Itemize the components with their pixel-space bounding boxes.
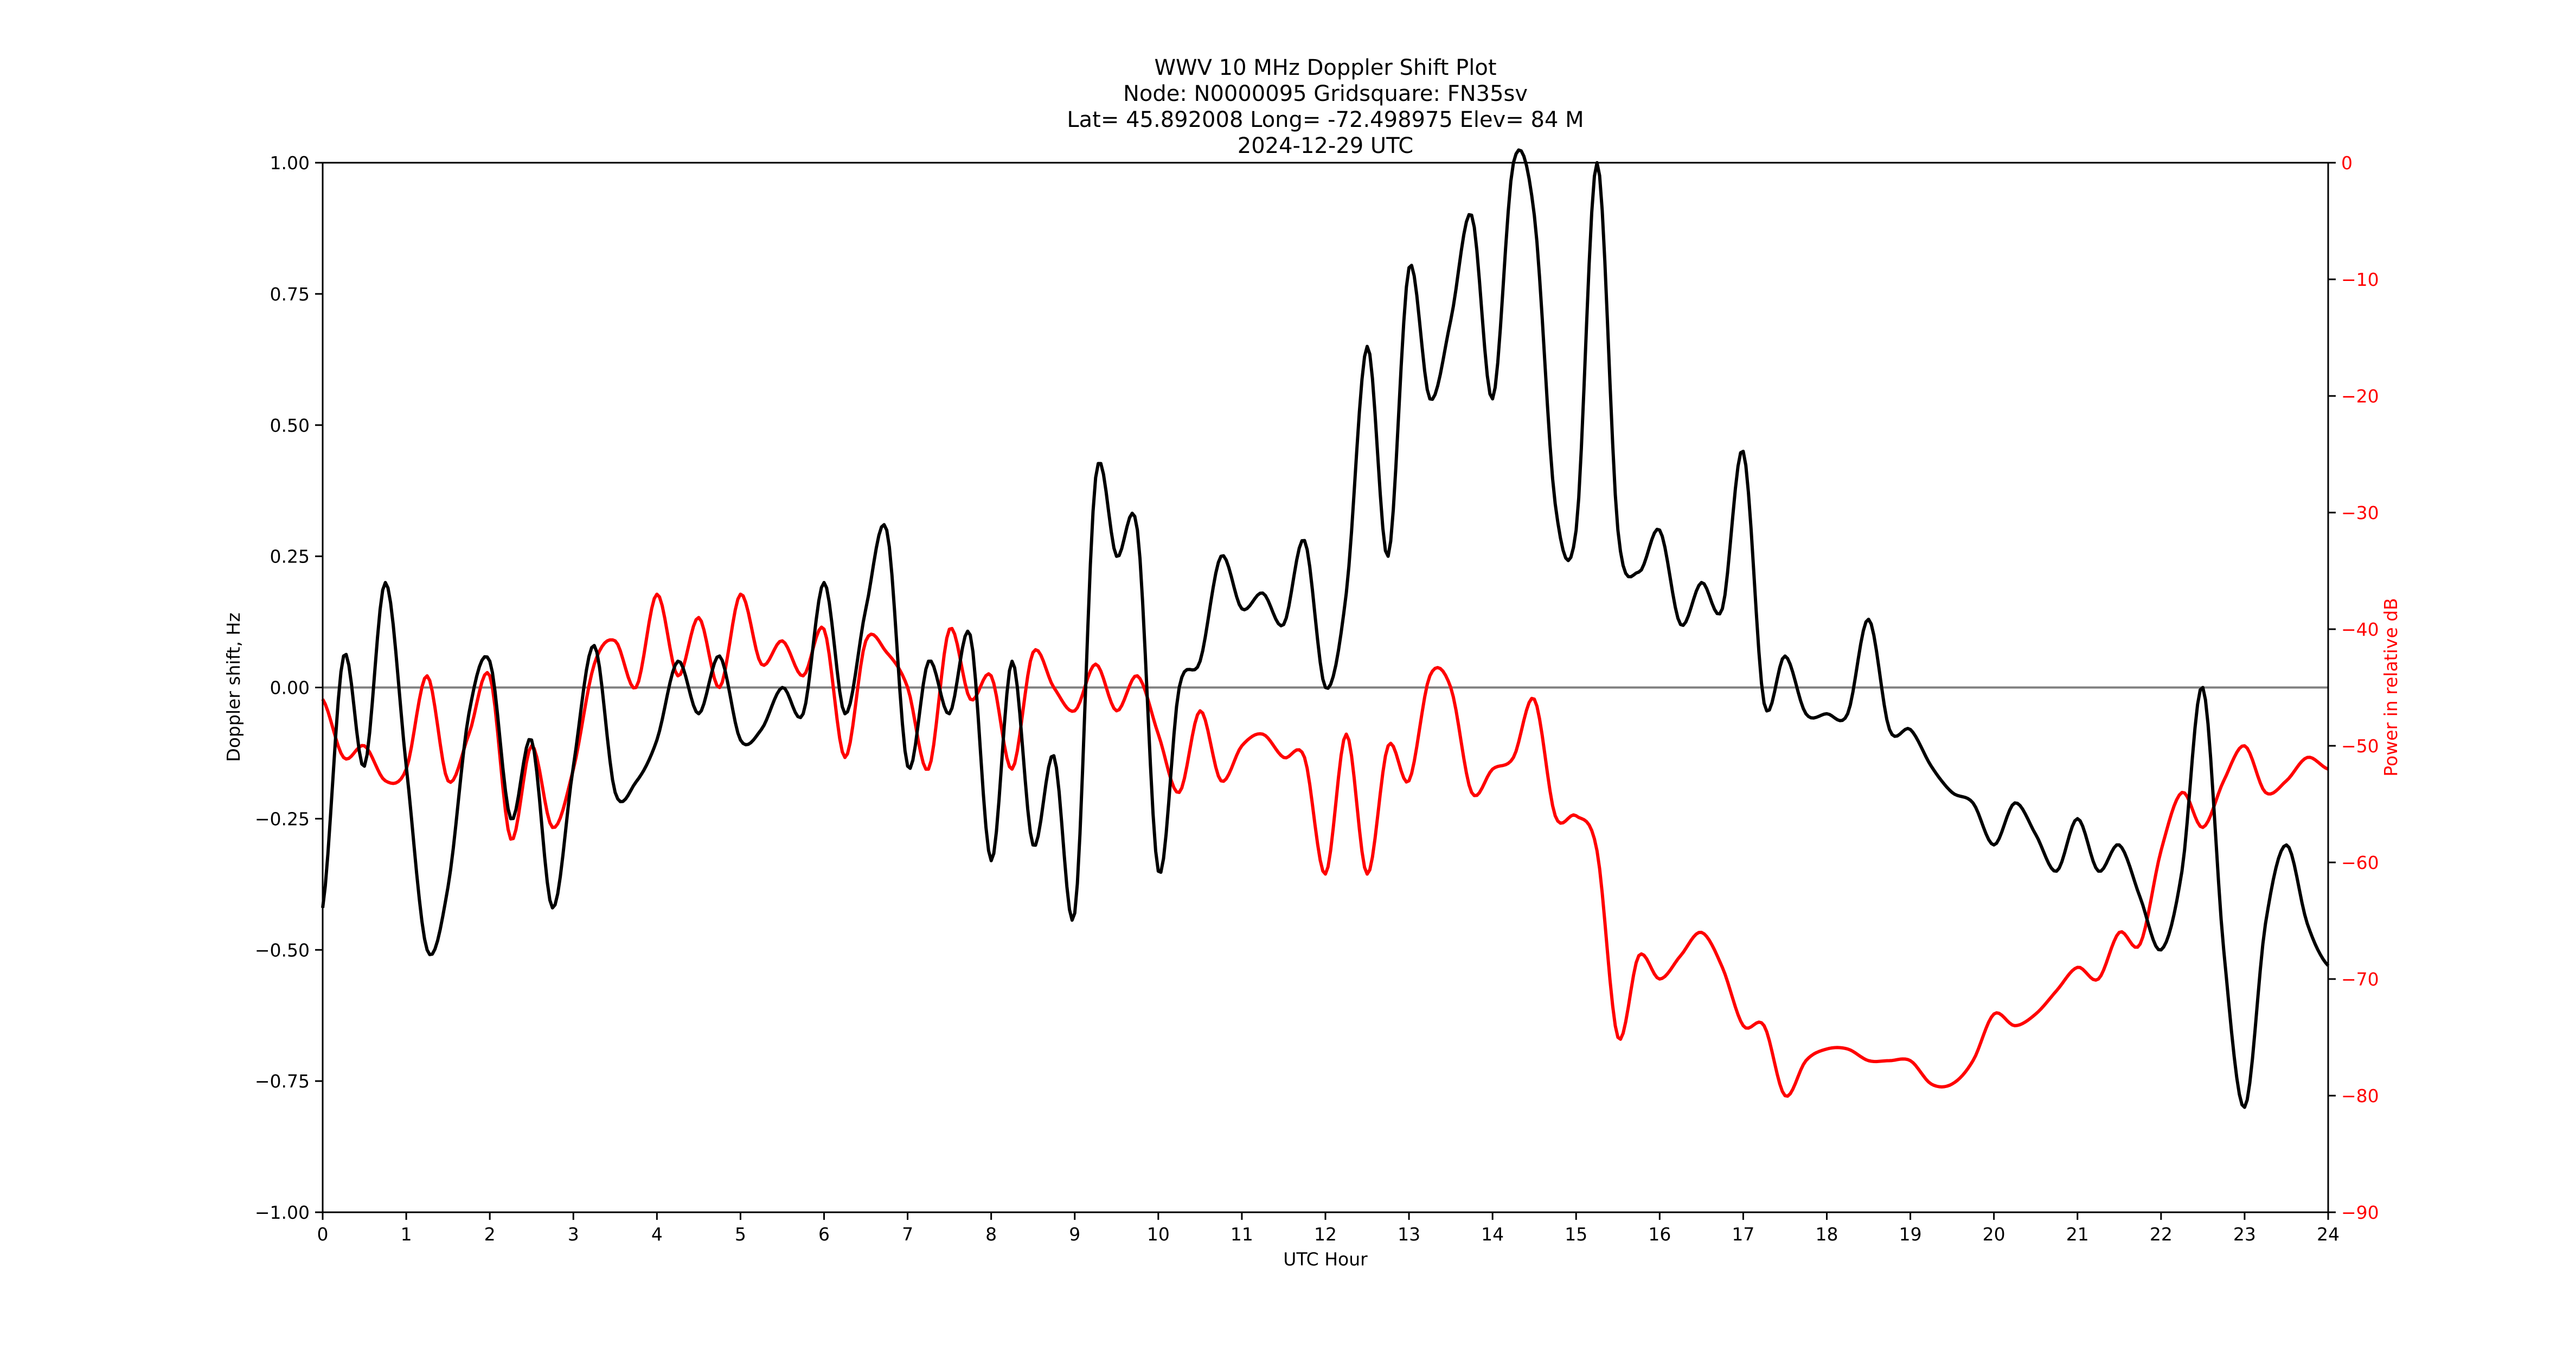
y-right-tick-label: −30 — [2341, 502, 2379, 523]
x-tick-label: 15 — [1565, 1224, 1587, 1245]
x-tick-label: 18 — [1816, 1224, 1838, 1245]
x-tick-label: 22 — [2150, 1224, 2173, 1245]
x-tick-label: 20 — [1983, 1224, 2005, 1245]
x-tick-label: 10 — [1147, 1224, 1170, 1245]
y-right-tick-label: −70 — [2341, 969, 2379, 990]
chart-title: WWV 10 MHz Doppler Shift Plot Node: N000… — [1067, 55, 1584, 158]
x-tick-label: 19 — [1899, 1224, 1922, 1245]
x-tick-label: 2 — [484, 1224, 496, 1245]
x-tick-label: 12 — [1314, 1224, 1337, 1245]
y-right-tick-label: −50 — [2341, 735, 2379, 757]
x-tick-label: 14 — [1481, 1224, 1504, 1245]
y-left-tick-label: −0.50 — [255, 939, 310, 961]
x-tick-label: 16 — [1648, 1224, 1671, 1245]
x-tick-label: 17 — [1732, 1224, 1754, 1245]
x-tick-label: 24 — [2317, 1224, 2340, 1245]
y-right-tick-label: −80 — [2341, 1085, 2379, 1106]
x-tick-label: 21 — [2066, 1224, 2089, 1245]
y-right-tick-label: −10 — [2341, 269, 2379, 290]
x-tick-label: 6 — [818, 1224, 830, 1245]
x-tick-label: 4 — [651, 1224, 663, 1245]
y-left-tick-label: 1.00 — [270, 152, 310, 174]
x-tick-label: 0 — [317, 1224, 329, 1245]
y-left-axis-ticks: 1.00 0.75 0.50 0.25 0.00 −0.25 −0.50 −0.75 −1.00 — [255, 152, 323, 1223]
title-line-3: Lat= 45.892008 Long= -72.498975 Elev= 84… — [1067, 107, 1584, 132]
y-left-axis-label: Doppler shift, Hz — [223, 612, 244, 762]
y-left-tick-label: 0.00 — [270, 677, 310, 699]
x-tick-label: 8 — [985, 1224, 997, 1245]
y-left-tick-label: −0.75 — [255, 1071, 310, 1092]
x-axis-ticks: 0 1 2 3 4 5 6 7 8 9 10 11 12 13 14 15 16 17 18 19 20 21 22 23 24 — [317, 1212, 2340, 1245]
y-left-tick-label: 0.75 — [270, 284, 310, 305]
y-right-axis-label: Power in relative dB — [2380, 598, 2401, 776]
y-right-axis-ticks: 0 −10 −20 −30 −40 −50 −60 −70 −80 −90 — [2328, 152, 2379, 1223]
x-tick-label: 23 — [2233, 1224, 2256, 1245]
y-left-tick-label: 0.50 — [270, 415, 310, 436]
doppler-series-line — [321, 148, 2330, 1109]
title-line-4: 2024-12-29 UTC — [1238, 133, 1413, 158]
y-right-tick-label: −60 — [2341, 852, 2379, 873]
y-left-tick-label: −0.25 — [255, 808, 310, 829]
y-right-tick-label: −90 — [2341, 1202, 2379, 1223]
x-tick-label: 1 — [401, 1224, 412, 1245]
power-series-line — [321, 592, 2329, 1098]
x-tick-label: 5 — [735, 1224, 746, 1245]
y-left-tick-label: −1.00 — [255, 1202, 310, 1223]
title-line-2: Node: N0000095 Gridsquare: FN35sv — [1123, 81, 1528, 106]
x-tick-label: 3 — [568, 1224, 579, 1245]
y-right-tick-label: −40 — [2341, 619, 2379, 640]
y-right-tick-label: −20 — [2341, 386, 2379, 407]
x-tick-label: 13 — [1398, 1224, 1420, 1245]
x-tick-label: 11 — [1231, 1224, 1253, 1245]
x-tick-label: 9 — [1069, 1224, 1080, 1245]
x-tick-label: 7 — [902, 1224, 913, 1245]
x-axis-label: UTC Hour — [1283, 1249, 1368, 1270]
title-line-1: WWV 10 MHz Doppler Shift Plot — [1154, 55, 1496, 80]
y-left-tick-label: 0.25 — [270, 546, 310, 567]
y-right-tick-label: 0 — [2341, 152, 2353, 174]
